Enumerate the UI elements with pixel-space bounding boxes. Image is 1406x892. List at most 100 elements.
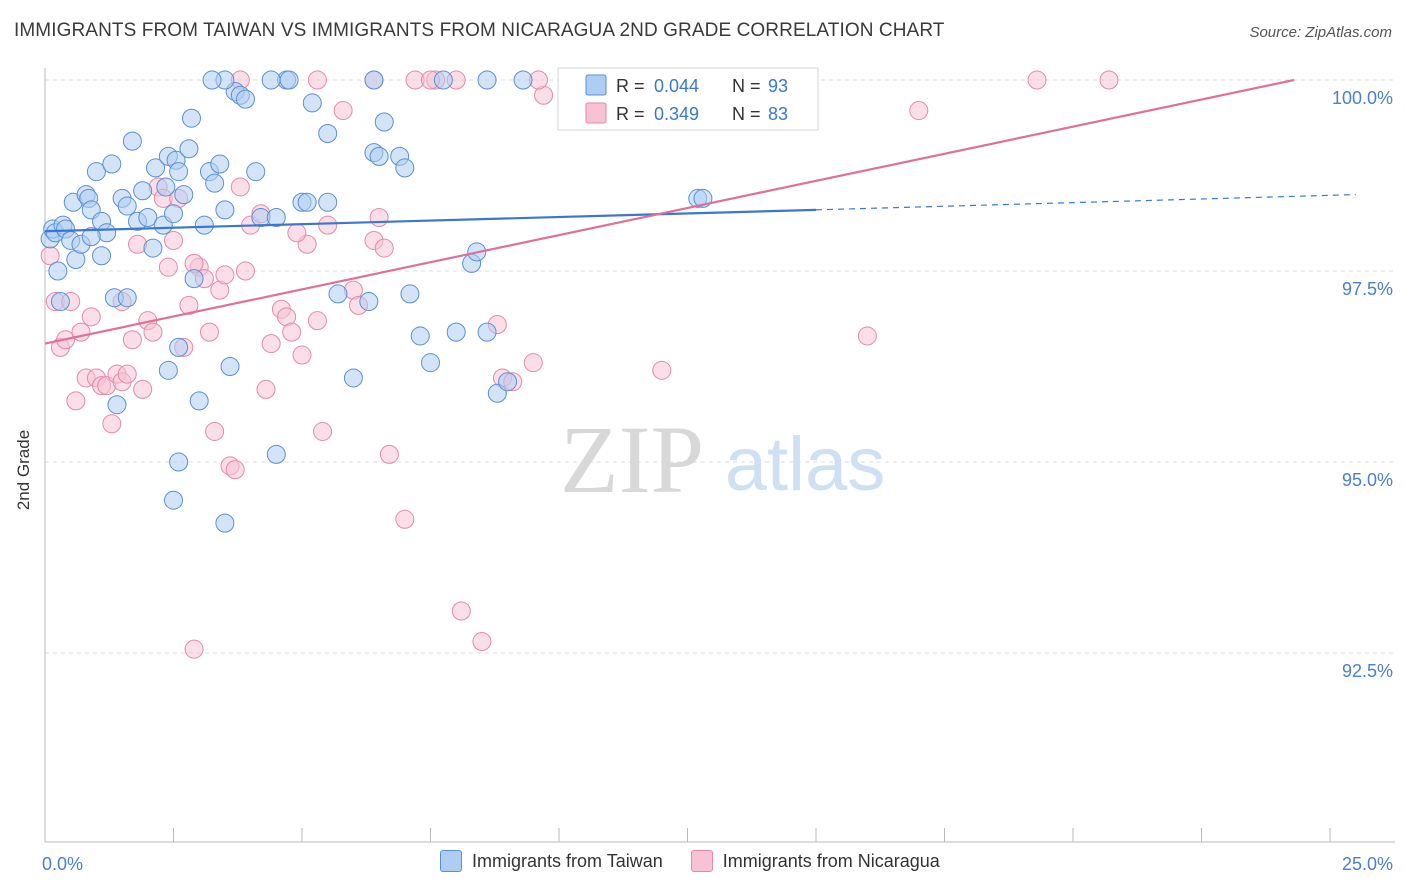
nicaragua-point bbox=[122, 330, 142, 350]
nicaragua-trendline bbox=[44, 78, 1295, 345]
taiwan-point bbox=[359, 292, 379, 312]
taiwan-point bbox=[215, 513, 235, 533]
chart-title: IMMIGRANTS FROM TAIWAN VS IMMIGRANTS FRO… bbox=[14, 20, 945, 41]
taiwan-point bbox=[174, 185, 194, 205]
nicaragua-point bbox=[909, 101, 929, 121]
nicaragua-point bbox=[282, 322, 302, 342]
nicaragua-n-value: 83 bbox=[768, 104, 788, 124]
nicaragua-point bbox=[225, 460, 245, 480]
taiwan-point bbox=[164, 490, 183, 510]
nicaragua-point bbox=[158, 257, 178, 277]
nicaragua-point bbox=[256, 379, 276, 399]
gridlines bbox=[45, 79, 1395, 654]
nicaragua-point bbox=[143, 322, 163, 342]
taiwan-point bbox=[235, 89, 255, 109]
watermark-zip: ZIP bbox=[560, 406, 704, 513]
y-tick-label: 97.5% bbox=[1342, 279, 1393, 299]
taiwan-point bbox=[513, 70, 533, 90]
axes bbox=[44, 68, 1395, 843]
taiwan-point bbox=[205, 173, 225, 193]
nicaragua-legend-swatch bbox=[585, 102, 607, 124]
taiwan-point bbox=[279, 70, 299, 90]
taiwan-point bbox=[261, 70, 281, 90]
nicaragua-point bbox=[215, 265, 235, 285]
nicaragua-point bbox=[369, 208, 389, 228]
taiwan-point bbox=[343, 368, 363, 388]
taiwan-point bbox=[297, 192, 317, 212]
taiwan-point bbox=[215, 200, 235, 220]
taiwan-point bbox=[374, 112, 394, 132]
legend-item-nicaragua: Immigrants from Nicaragua bbox=[690, 850, 940, 872]
taiwan-point bbox=[498, 372, 518, 392]
taiwan-point bbox=[117, 196, 137, 216]
nicaragua-point bbox=[287, 223, 307, 243]
taiwan-point bbox=[328, 284, 348, 304]
nicaragua-point bbox=[523, 353, 543, 373]
taiwan-point bbox=[158, 360, 178, 380]
taiwan-point bbox=[421, 353, 440, 373]
taiwan-point bbox=[138, 208, 158, 228]
taiwan-point bbox=[117, 288, 137, 308]
y-tick-label: 92.5% bbox=[1342, 661, 1393, 681]
nicaragua-point bbox=[1099, 70, 1119, 90]
nicaragua-point bbox=[133, 379, 153, 399]
taiwan-swatch bbox=[440, 850, 462, 872]
taiwan-point bbox=[169, 452, 189, 472]
nicaragua-point bbox=[66, 391, 86, 411]
x-tick-labels: 0.0% 25.0% bbox=[42, 854, 1393, 874]
taiwan-point bbox=[395, 158, 415, 178]
taiwan-trendline bbox=[44, 208, 817, 233]
stats-legend: R = 0.044 N = 93 R = 0.349 N = 83 bbox=[557, 67, 819, 131]
x-tick-label: 0.0% bbox=[42, 854, 83, 874]
taiwan-point bbox=[400, 284, 420, 304]
taiwan-point bbox=[107, 395, 127, 415]
taiwan-point bbox=[164, 204, 183, 224]
taiwan-point bbox=[202, 70, 222, 90]
bottom-legend: Immigrants from Taiwan Immigrants from N… bbox=[440, 850, 940, 872]
nicaragua-point bbox=[164, 230, 183, 250]
taiwan-point bbox=[181, 108, 201, 128]
taiwan-point bbox=[318, 192, 338, 212]
nicaragua-point bbox=[379, 444, 399, 464]
taiwan-point bbox=[169, 337, 189, 357]
nicaragua-point bbox=[395, 509, 415, 529]
taiwan-point bbox=[102, 154, 122, 174]
y-tick-labels: 100.0% 97.5% 95.0% 92.5% bbox=[1332, 88, 1393, 681]
nicaragua-point bbox=[451, 601, 471, 621]
nicaragua-point bbox=[374, 238, 394, 258]
taiwan-point bbox=[81, 227, 101, 247]
taiwan-point bbox=[410, 326, 430, 346]
taiwan-r-value: 0.044 bbox=[654, 76, 699, 96]
nicaragua-point bbox=[81, 307, 101, 327]
taiwan-point bbox=[50, 292, 70, 312]
nicaragua-point bbox=[205, 421, 225, 441]
nicaragua-point bbox=[472, 632, 492, 652]
taiwan-point bbox=[302, 93, 322, 113]
nicaragua-point bbox=[307, 311, 327, 331]
taiwan-n-value: 93 bbox=[768, 76, 788, 96]
nicaragua-point bbox=[179, 295, 199, 315]
legend-item-taiwan: Immigrants from Taiwan bbox=[440, 850, 663, 872]
taiwan-point bbox=[477, 322, 497, 342]
taiwan-point bbox=[446, 322, 466, 342]
taiwan-point bbox=[210, 154, 230, 174]
taiwan-point bbox=[122, 131, 142, 151]
nicaragua-point bbox=[235, 261, 255, 281]
taiwan-point bbox=[133, 181, 153, 201]
taiwan-point bbox=[143, 238, 163, 258]
taiwan-n-label: N = bbox=[732, 76, 761, 96]
nicaragua-point bbox=[652, 360, 672, 380]
taiwan-point bbox=[266, 208, 286, 228]
nicaragua-point bbox=[117, 364, 137, 384]
nicaragua-swatch bbox=[690, 850, 713, 872]
nicaragua-point bbox=[199, 322, 219, 342]
taiwan-point bbox=[364, 70, 384, 90]
taiwan-point bbox=[246, 162, 266, 182]
nicaragua-point bbox=[307, 70, 327, 90]
taiwan-point bbox=[220, 357, 240, 376]
nicaragua-n-label: N = bbox=[732, 104, 761, 124]
nicaragua-point bbox=[184, 639, 204, 659]
taiwan-point bbox=[318, 123, 338, 143]
nicaragua-point bbox=[230, 177, 250, 197]
